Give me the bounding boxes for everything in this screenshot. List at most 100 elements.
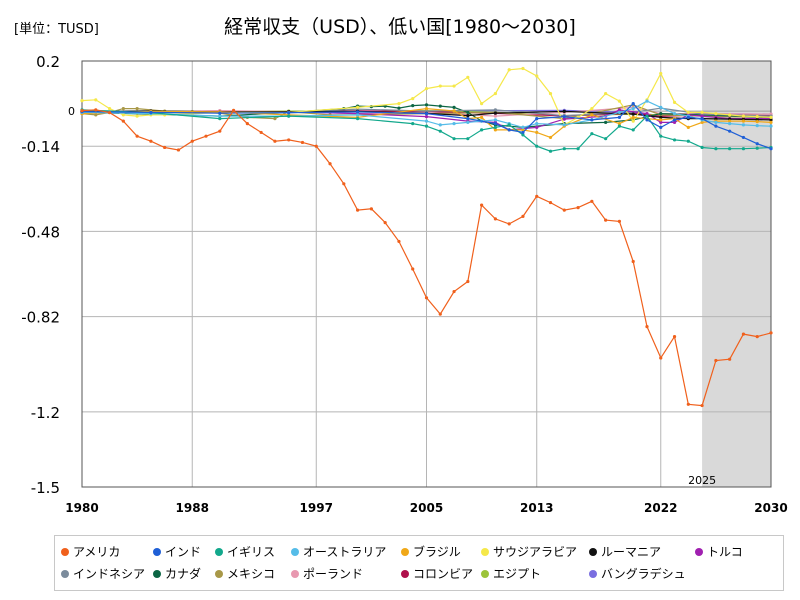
data-point	[245, 122, 249, 126]
data-point	[507, 123, 511, 127]
data-point	[714, 124, 718, 128]
data-point	[604, 218, 608, 222]
data-point	[714, 112, 718, 116]
data-point	[755, 142, 759, 146]
data-point	[466, 110, 470, 114]
data-point	[714, 358, 718, 363]
data-point	[356, 105, 360, 109]
data-point	[535, 122, 539, 126]
data-point	[507, 68, 511, 72]
data-point	[645, 325, 649, 329]
data-point	[452, 105, 456, 109]
data-point	[617, 115, 622, 119]
series-line	[81, 110, 772, 121]
series-group	[80, 66, 773, 408]
data-point	[438, 312, 442, 316]
data-point	[521, 130, 525, 135]
data-point	[438, 84, 442, 88]
data-point	[521, 214, 525, 218]
data-point	[755, 146, 759, 150]
data-point	[452, 109, 456, 113]
data-point	[686, 402, 690, 406]
data-point	[769, 120, 773, 124]
data-point	[328, 162, 332, 166]
data-point	[466, 75, 470, 79]
data-point	[287, 138, 291, 142]
data-point	[548, 200, 553, 205]
data-point	[466, 279, 470, 284]
data-point	[493, 128, 497, 132]
legend-marker	[401, 569, 409, 578]
data-point	[562, 208, 566, 212]
legend-label: ブラジル	[413, 545, 461, 559]
data-point	[631, 128, 635, 132]
data-point	[121, 107, 125, 111]
legend-item: エジプト	[481, 565, 541, 582]
legend-item: メキシコ	[215, 565, 275, 582]
data-point	[342, 182, 346, 186]
legend-item: オーストラリア	[291, 543, 386, 560]
data-point	[424, 115, 429, 119]
data-point	[728, 113, 732, 117]
data-point	[94, 98, 98, 102]
legend-marker	[153, 569, 161, 578]
legend: アメリカ インド イギリス オーストラリア ブラジル サウジアラビア ルーマニア トルコ インド…	[54, 535, 784, 591]
data-point	[397, 102, 401, 106]
x-tick-label: 2005	[410, 501, 443, 515]
data-point	[480, 102, 484, 106]
chart-title: 経常収支（USD）、低い国[1980～2030]	[224, 16, 576, 38]
data-point	[604, 120, 608, 124]
legend-item: カナダ	[153, 565, 201, 582]
data-point	[686, 139, 690, 143]
data-point	[631, 107, 635, 111]
legend-item: インド	[153, 543, 201, 560]
y-tick-label: -0.82	[21, 309, 60, 327]
data-point	[631, 112, 635, 116]
data-point	[741, 119, 746, 123]
legend-label: サウジアラビア	[493, 545, 578, 559]
x-tick-label: 2022	[644, 501, 677, 515]
data-point	[493, 111, 497, 115]
legend-item: コロンビア	[401, 565, 473, 582]
data-point	[287, 114, 291, 118]
zero-label: 0	[68, 105, 75, 118]
data-point	[562, 123, 566, 127]
data-point	[480, 115, 484, 119]
y-tick-label: -0.14	[21, 138, 60, 156]
legend-label: ルーマニア	[601, 545, 662, 559]
legend-label: メキシコ	[227, 567, 276, 581]
data-point	[424, 112, 429, 116]
data-point	[107, 111, 112, 115]
y-tick-label: -1.2	[31, 404, 60, 422]
data-point	[645, 114, 649, 118]
forecast-label: 2025	[688, 474, 716, 487]
x-tick-label: 1988	[176, 501, 209, 515]
data-point	[273, 139, 277, 143]
y-tick-label: 0.2	[36, 53, 60, 71]
data-point	[535, 125, 539, 130]
x-axis: 1980 1988 1997 2005 2013 2022 2030	[65, 501, 787, 515]
data-point	[369, 207, 373, 211]
data-point	[493, 122, 497, 126]
data-point	[659, 112, 663, 116]
legend-marker	[481, 569, 489, 578]
data-point	[424, 296, 429, 300]
data-point	[576, 205, 580, 210]
data-point	[438, 104, 442, 108]
data-point	[438, 123, 442, 127]
data-point	[604, 137, 608, 141]
data-point	[645, 118, 649, 122]
data-point	[617, 122, 622, 126]
data-point	[755, 335, 759, 339]
data-point	[631, 102, 635, 106]
data-point	[562, 147, 566, 151]
data-point	[728, 122, 732, 126]
data-point	[190, 139, 194, 143]
data-point	[466, 137, 470, 141]
data-point	[466, 114, 470, 118]
legend-marker	[291, 547, 299, 556]
data-point	[659, 115, 663, 119]
legend-label: ポーランド	[303, 567, 364, 581]
legend-label: バングラデシュ	[601, 567, 686, 581]
data-point	[562, 109, 566, 113]
